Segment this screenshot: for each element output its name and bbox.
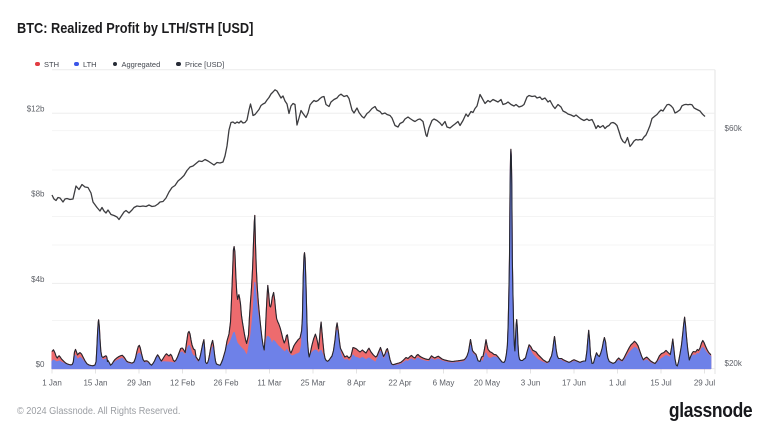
svg-text:25 Mar: 25 Mar xyxy=(301,379,326,388)
svg-text:17 Jun: 17 Jun xyxy=(562,379,586,388)
svg-text:26 Feb: 26 Feb xyxy=(214,379,239,388)
svg-text:8 Apr: 8 Apr xyxy=(347,379,366,388)
svg-text:20 May: 20 May xyxy=(474,379,500,388)
svg-text:15 Jul: 15 Jul xyxy=(650,379,672,388)
svg-text:12 Feb: 12 Feb xyxy=(170,379,195,388)
svg-text:$12b: $12b xyxy=(27,105,45,114)
svg-text:1 Jul: 1 Jul xyxy=(609,379,626,388)
svg-text:29 Jul: 29 Jul xyxy=(694,379,716,388)
svg-text:15 Jan: 15 Jan xyxy=(83,379,107,388)
svg-text:$60k: $60k xyxy=(725,124,743,133)
svg-text:3 Jun: 3 Jun xyxy=(521,379,541,388)
svg-text:$8b: $8b xyxy=(31,190,45,199)
svg-text:$0: $0 xyxy=(36,360,45,369)
svg-text:$4b: $4b xyxy=(31,275,45,284)
svg-text:11 Mar: 11 Mar xyxy=(257,379,282,388)
svg-text:22 Apr: 22 Apr xyxy=(388,379,411,388)
svg-text:6 May: 6 May xyxy=(433,379,455,388)
svg-text:1 Jan: 1 Jan xyxy=(42,379,62,388)
svg-text:29 Jan: 29 Jan xyxy=(127,379,151,388)
svg-text:$20k: $20k xyxy=(725,359,743,368)
